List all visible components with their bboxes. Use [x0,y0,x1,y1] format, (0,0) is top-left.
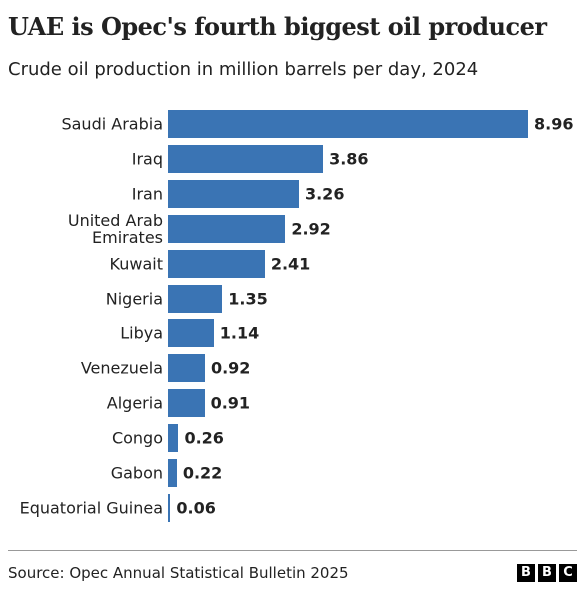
bar [168,459,177,487]
value-label: 0.22 [182,463,223,483]
bar [168,284,223,313]
category-label: Gabon [110,463,163,483]
bar [168,144,324,173]
category-label: Iran [131,184,163,204]
category-label: Algeria [106,393,163,413]
bar [168,110,528,138]
value-label: 1.35 [228,289,268,308]
value-label: 3.26 [304,184,345,204]
bar [168,319,214,348]
chart-title: UAE is Opec's fourth biggest oil produce… [8,12,547,41]
value-label: 0.91 [210,393,251,413]
bar [168,179,299,208]
category-label: Venezuela [80,358,163,378]
value-label: 0.92 [210,358,251,378]
bar [168,389,205,418]
footer-rule [8,550,577,551]
value-label: 0.26 [184,428,224,448]
category-label: Saudi Arabia [61,114,163,134]
value-label: 2.41 [270,254,311,274]
category-label: United Arab Emirates [67,210,163,247]
logo-letter: B [517,564,535,582]
bar [168,354,205,383]
category-label: Nigeria [105,289,163,308]
chart-subtitle: Crude oil production in million barrels … [8,59,479,80]
logo-letter: B [538,564,556,582]
value-label: 1.14 [219,323,260,343]
category-label: Kuwait [109,254,163,274]
category-label: Congo [111,428,163,448]
logo-letter: C [559,564,577,582]
value-label: 0.06 [176,498,216,518]
value-label: 2.92 [291,219,331,239]
category-label: Equatorial Guinea [19,498,163,518]
value-label: 3.86 [329,149,369,169]
bar [168,424,179,453]
bar [168,214,286,243]
source-note: Source: Opec Annual Statistical Bulletin… [8,564,349,582]
category-label: Iraq [131,149,163,169]
value-label: 8.96 [534,114,574,134]
category-label: Libya [120,323,163,343]
bar [168,249,265,278]
bar [168,493,171,522]
